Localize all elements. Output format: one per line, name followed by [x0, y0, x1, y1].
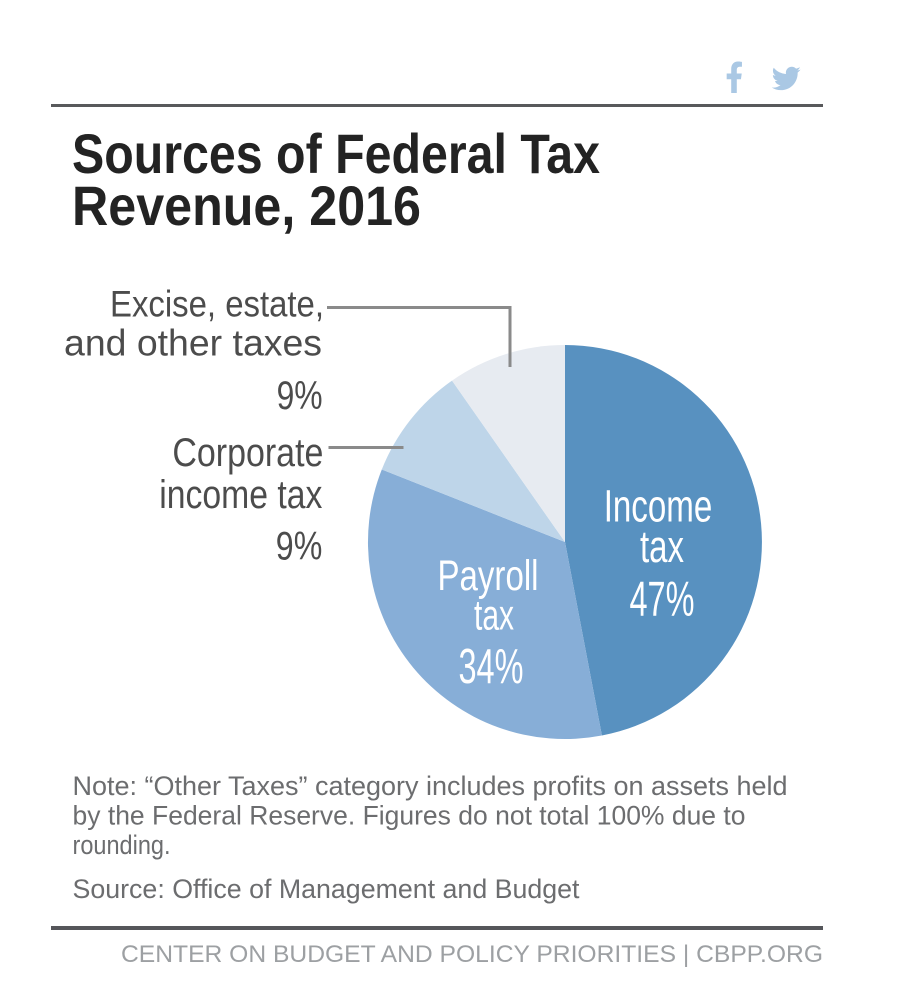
svg-text:9%: 9% — [277, 374, 323, 418]
svg-text:9%: 9% — [276, 525, 323, 569]
svg-text:tax: tax — [474, 592, 514, 640]
svg-text:Sources of Federal Tax: Sources of Federal Tax — [72, 122, 600, 185]
svg-text:Payroll: Payroll — [438, 552, 539, 600]
svg-text:CENTER ON BUDGET AND POLICY PR: CENTER ON BUDGET AND POLICY PRIORITIES |… — [121, 941, 823, 968]
svg-text:Income: Income — [604, 480, 713, 531]
svg-text:34%: 34% — [459, 640, 524, 694]
svg-text:Excise, estate,: Excise, estate, — [110, 284, 324, 325]
svg-text:rounding.: rounding. — [73, 830, 171, 860]
svg-text:Corporate: Corporate — [172, 431, 323, 475]
svg-text:by the Federal Reserve. Figure: by the Federal Reserve. Figures do not t… — [73, 801, 746, 831]
svg-text:tax: tax — [640, 521, 684, 572]
svg-text:income tax: income tax — [159, 473, 322, 517]
svg-text:Note: “Other Taxes” category i: Note: “Other Taxes” category includes pr… — [73, 771, 788, 801]
svg-text:and other taxes: and other taxes — [64, 322, 322, 363]
svg-text:Revenue, 2016: Revenue, 2016 — [72, 174, 421, 237]
svg-text:Source: Office of Management a: Source: Office of Management and Budget — [73, 874, 580, 904]
svg-text:47%: 47% — [630, 572, 695, 626]
